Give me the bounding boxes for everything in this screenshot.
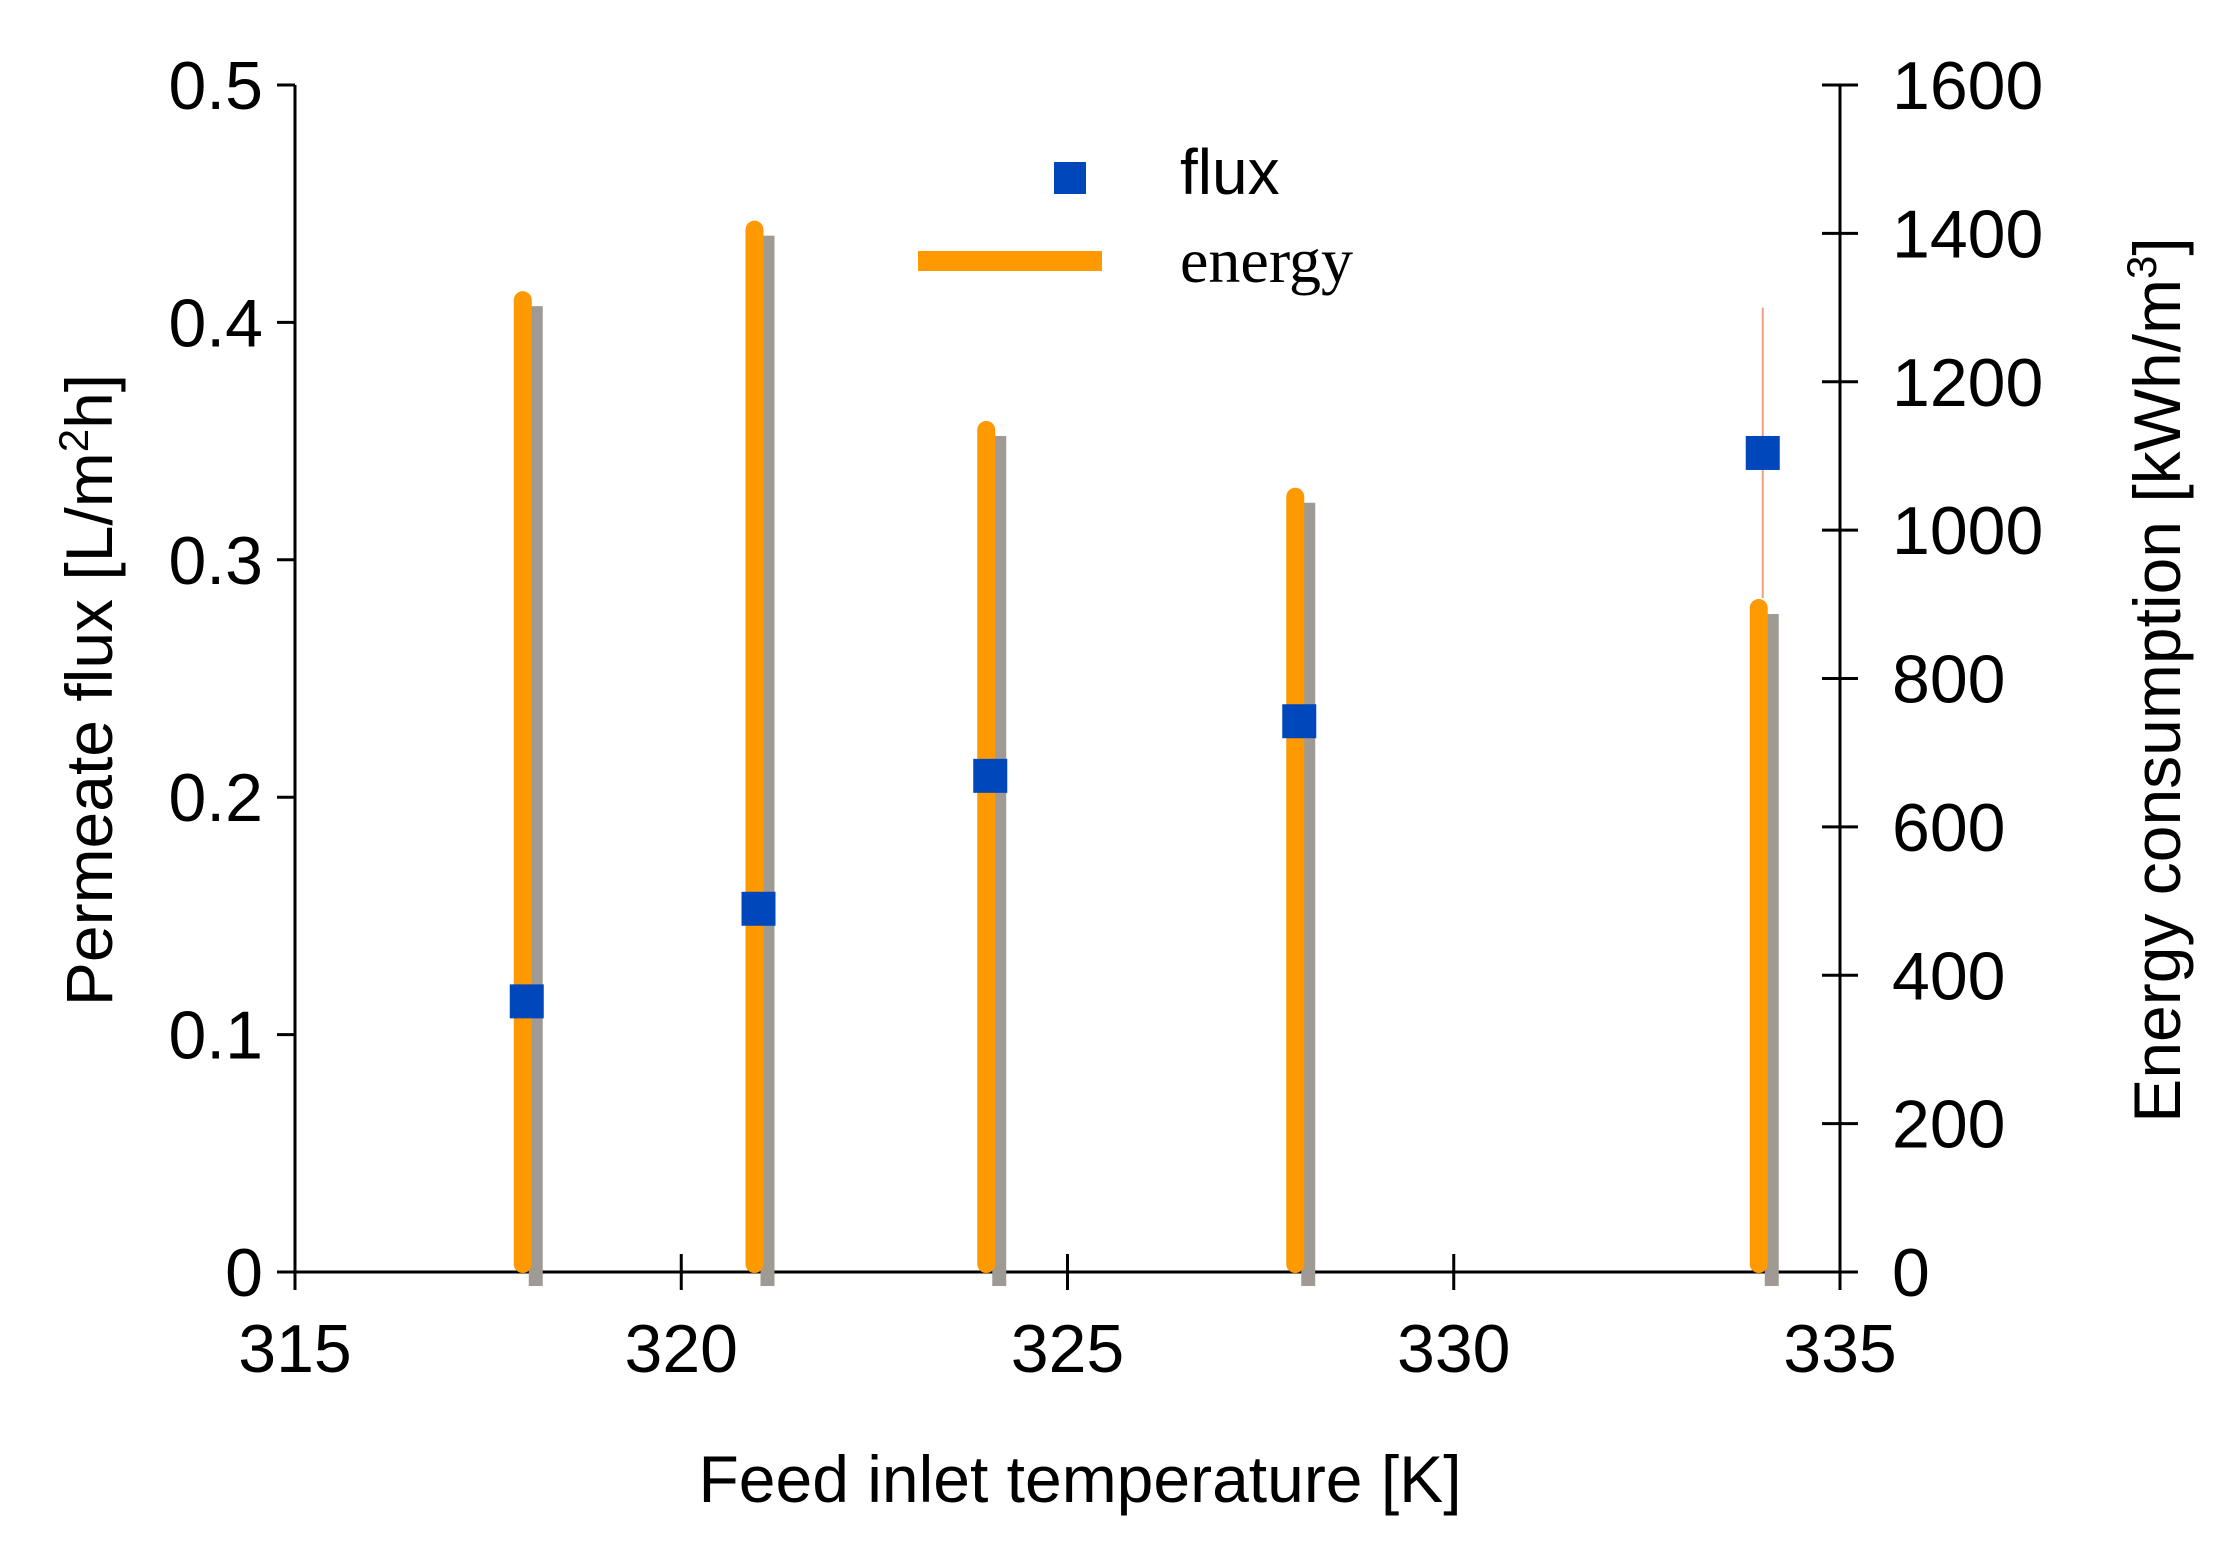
flux-point xyxy=(741,891,776,926)
left-y-axis-title: Permeate flux [L/m2h] xyxy=(50,374,126,1006)
right-y-axis-title: Energy consumption [kWh/m3] xyxy=(2118,237,2194,1122)
energy-bar-shadow xyxy=(528,306,543,1286)
left-y-tick-label: 0.3 xyxy=(168,523,263,599)
legend-flux-label: flux xyxy=(1180,136,1280,208)
energy-bar-shadow xyxy=(992,435,1007,1286)
flux-points xyxy=(509,435,1780,1019)
right-y-tick-label: 1000 xyxy=(1892,493,2043,569)
left-y-axis-title-sup: 2 xyxy=(50,429,97,452)
legend: flux energy xyxy=(918,136,1353,296)
right-y-tick-label: 200 xyxy=(1892,1087,2005,1163)
x-tick-label: 330 xyxy=(1397,1311,1510,1387)
flux-point xyxy=(509,984,544,1019)
right-y-tick-label: 1200 xyxy=(1892,345,2043,421)
right-y-axis-title-tail: ] xyxy=(2120,237,2194,255)
left-y-axis-ticks: 0 0.1 0.2 0.3 0.4 0.5 xyxy=(168,48,295,1311)
right-y-tick-label: 400 xyxy=(1892,938,2005,1014)
right-y-tick-label: 800 xyxy=(1892,642,2005,718)
left-y-axis-title-tail: h] xyxy=(52,374,126,429)
flux-point xyxy=(973,758,1008,793)
right-y-tick-label: 0 xyxy=(1892,1235,1930,1311)
flux-point xyxy=(1282,704,1317,739)
x-tick-label: 325 xyxy=(1011,1311,1124,1387)
right-y-tick-label: 600 xyxy=(1892,790,2005,866)
left-y-tick-label: 0 xyxy=(225,1235,263,1311)
energy-bar-shadow xyxy=(1764,614,1779,1286)
energy-bar-shadow xyxy=(1301,502,1316,1287)
left-y-tick-label: 0.5 xyxy=(168,48,263,124)
x-tick-label: 320 xyxy=(625,1311,738,1387)
left-y-axis-title-main: Permeate flux [L/m xyxy=(52,452,126,1006)
legend-energy-label: energy xyxy=(1180,225,1353,296)
right-y-axis-title-sup: 3 xyxy=(2118,256,2165,279)
x-axis-ticks: 315 320 325 330 335 xyxy=(238,1254,1897,1387)
right-y-axis-title-main: Energy consumption [kWh/m xyxy=(2120,279,2194,1123)
left-y-tick-label: 0.4 xyxy=(168,285,263,361)
right-y-tick-label: 1600 xyxy=(1892,48,2043,124)
x-axis-title: Feed inlet temperature [K] xyxy=(698,1442,1461,1516)
energy-bars xyxy=(513,220,1779,1287)
x-tick-label: 335 xyxy=(1783,1311,1896,1387)
energy-bar-shadow xyxy=(760,235,775,1286)
left-y-tick-label: 0.2 xyxy=(168,760,263,836)
legend-flux-marker xyxy=(1054,162,1086,194)
right-y-tick-label: 1400 xyxy=(1892,196,2043,272)
right-y-axis-ticks: 0 200 400 600 800 1000 1200 1400 1600 xyxy=(1822,48,2043,1311)
flux-point xyxy=(1745,435,1780,470)
left-y-tick-label: 0.1 xyxy=(168,998,263,1074)
x-tick-label: 315 xyxy=(238,1311,351,1387)
